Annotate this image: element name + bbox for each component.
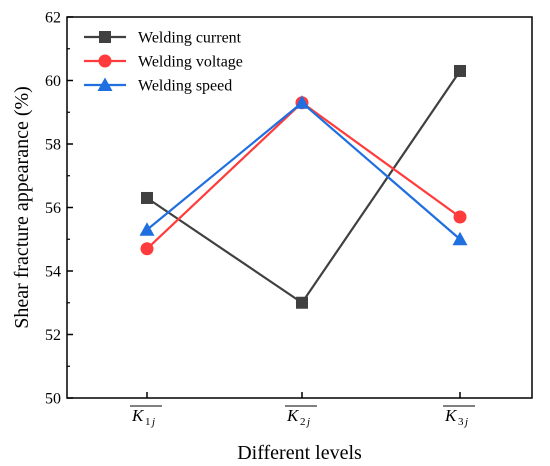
data-point bbox=[294, 95, 310, 109]
series-line bbox=[146, 101, 461, 241]
x-axis-title: Different levels bbox=[237, 442, 362, 464]
x-tick-label-subscript: 2 bbox=[300, 416, 306, 428]
data-point bbox=[139, 222, 155, 236]
legend-marker bbox=[98, 54, 112, 68]
series-line bbox=[146, 101, 461, 250]
series-welding-voltage bbox=[140, 96, 467, 256]
legend: Welding current Welding voltage Welding sp… bbox=[84, 30, 243, 95]
x-tick-label-main: K bbox=[444, 406, 458, 425]
data-point bbox=[454, 64, 466, 77]
legend-marker bbox=[97, 77, 113, 91]
legend-label: Welding voltage bbox=[138, 54, 243, 71]
y-tick-label: 50 bbox=[45, 391, 61, 408]
legend-entry: Welding voltage bbox=[84, 54, 243, 71]
y-axis: 50 52 54 56 58 60 62 bbox=[45, 10, 73, 408]
data-point bbox=[140, 242, 154, 256]
y-tick-label: 54 bbox=[45, 264, 61, 281]
y-tick-label: 58 bbox=[45, 137, 61, 154]
y-tick-label: 52 bbox=[45, 327, 61, 344]
legend-label: Welding current bbox=[138, 30, 242, 47]
legend-label: Welding speed bbox=[138, 78, 232, 95]
x-tick-label-subscript: 1 bbox=[145, 416, 151, 428]
series-layer bbox=[139, 64, 468, 309]
y-axis-title: Shear fracture appearance (%) bbox=[11, 86, 33, 329]
y-tick-label: 62 bbox=[45, 10, 61, 27]
y-tick-label: 56 bbox=[45, 200, 61, 217]
series-welding-current bbox=[141, 64, 466, 309]
data-point bbox=[296, 296, 308, 309]
data-point bbox=[141, 191, 153, 204]
x-tick-label-main: K bbox=[286, 406, 300, 425]
y-tick-label: 60 bbox=[45, 73, 61, 90]
series-welding-speed bbox=[139, 95, 468, 246]
x-tick-label-main: K bbox=[131, 406, 145, 425]
legend-entry: Welding current bbox=[84, 30, 242, 47]
legend-entry: Welding speed bbox=[84, 77, 232, 95]
data-point bbox=[452, 231, 468, 246]
x-tick-label-subscript-j: j bbox=[305, 416, 310, 428]
data-point bbox=[453, 210, 467, 224]
legend-marker bbox=[99, 31, 111, 43]
x-tick-label-subscript: 3 bbox=[458, 416, 464, 428]
x-tick-label-subscript-j: j bbox=[463, 416, 468, 428]
x-tick-label-subscript-j: j bbox=[150, 416, 155, 428]
